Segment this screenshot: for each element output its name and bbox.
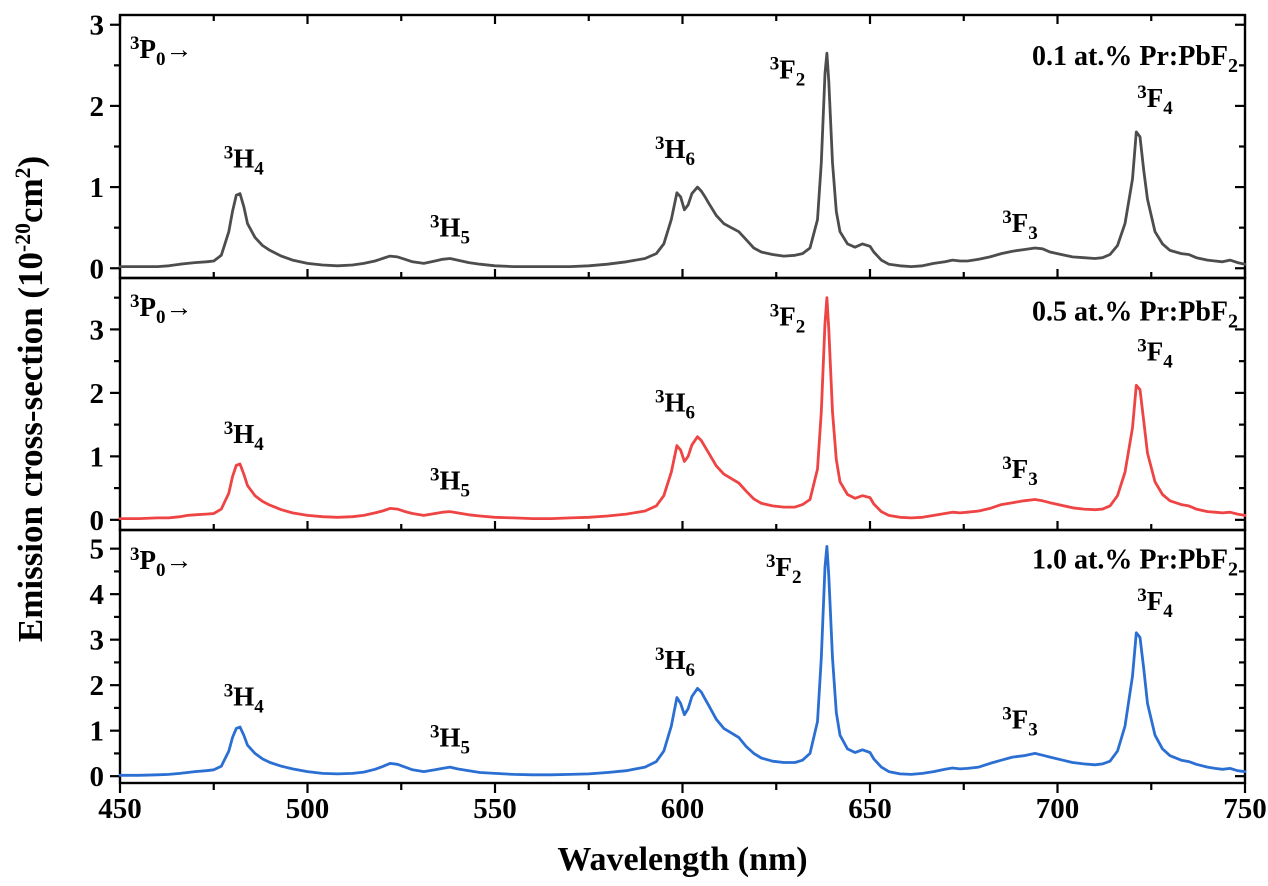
peak-label-3H6: 3H6 xyxy=(655,133,695,170)
peak-label-3F4: 3F4 xyxy=(1137,336,1173,373)
concentration-label: 1.0 at.% Pr:PbF2 xyxy=(1032,545,1238,581)
y-tick-label: 3 xyxy=(90,10,105,42)
x-tick-label: 550 xyxy=(473,793,517,825)
peak-label-3H6: 3H6 xyxy=(655,386,695,423)
peak-label-3H4: 3H4 xyxy=(224,418,265,455)
peak-label-3F3: 3F3 xyxy=(1002,453,1038,490)
peak-label-3F3: 3F3 xyxy=(1002,207,1038,244)
peak-label-3F4: 3F4 xyxy=(1137,585,1173,622)
x-tick-label: 750 xyxy=(1223,793,1267,825)
y-tick-label: 3 xyxy=(90,625,105,657)
y-axis-title-text: Emission cross-section (10 xyxy=(11,251,50,643)
peak-label-3H5: 3H5 xyxy=(430,464,470,501)
x-tick-label: 650 xyxy=(848,793,892,825)
x-axis-title: Wavelength (nm) xyxy=(557,841,808,878)
y-tick-label: 1 xyxy=(90,716,105,748)
y-tick-label: 0 xyxy=(90,505,105,537)
peak-label-3H6: 3H6 xyxy=(655,644,695,681)
x-tick-label: 700 xyxy=(1036,793,1080,825)
concentration-label: 0.5 at.% Pr:PbF2 xyxy=(1032,296,1238,332)
y-tick-label: 2 xyxy=(90,378,105,410)
peak-label-3F2: 3F2 xyxy=(766,551,802,588)
y-axis-title-unit-exponent: 2 xyxy=(11,167,36,179)
peak-label-3F2: 3F2 xyxy=(770,53,806,90)
peak-label-3F3: 3F3 xyxy=(1002,703,1038,740)
x-tick-label: 600 xyxy=(661,793,705,825)
y-axis-title-exponent: -20 xyxy=(11,223,36,252)
peak-label-3F2: 3F2 xyxy=(770,301,806,338)
y-tick-label: 1 xyxy=(90,172,105,204)
x-tick-label: 450 xyxy=(98,793,142,825)
spectrum-curve xyxy=(118,545,1247,777)
peak-label-3H5: 3H5 xyxy=(430,721,470,758)
transition-3P0: 3P0→ xyxy=(130,33,193,70)
y-tick-label: 3 xyxy=(90,314,105,346)
y-tick-label: 2 xyxy=(90,670,105,702)
peak-label-3H4: 3H4 xyxy=(224,681,265,718)
y-tick-label: 0 xyxy=(90,761,105,793)
spectrum-curve xyxy=(118,51,1247,269)
concentration-label: 0.1 at.% Pr:PbF2 xyxy=(1032,41,1238,77)
peak-label-3F4: 3F4 xyxy=(1137,82,1173,119)
y-tick-label: 2 xyxy=(90,91,105,123)
y-tick-label: 0 xyxy=(90,253,105,285)
x-tick-label: 500 xyxy=(286,793,330,825)
y-axis-title: Emission cross-section (10-20cm2) xyxy=(11,156,51,642)
peak-label-3H4: 3H4 xyxy=(224,143,265,180)
y-tick-label: 1 xyxy=(90,441,105,473)
y-tick-label: 4 xyxy=(90,579,105,611)
spectrum-curve xyxy=(118,296,1247,520)
transition-3P0: 3P0→ xyxy=(130,544,193,581)
y-axis-title-unit: cm xyxy=(11,178,50,224)
y-axis-title-close: ) xyxy=(11,155,50,168)
transition-3P0: 3P0→ xyxy=(130,291,193,328)
peak-label-3H5: 3H5 xyxy=(430,212,470,249)
y-tick-label: 5 xyxy=(90,534,105,566)
